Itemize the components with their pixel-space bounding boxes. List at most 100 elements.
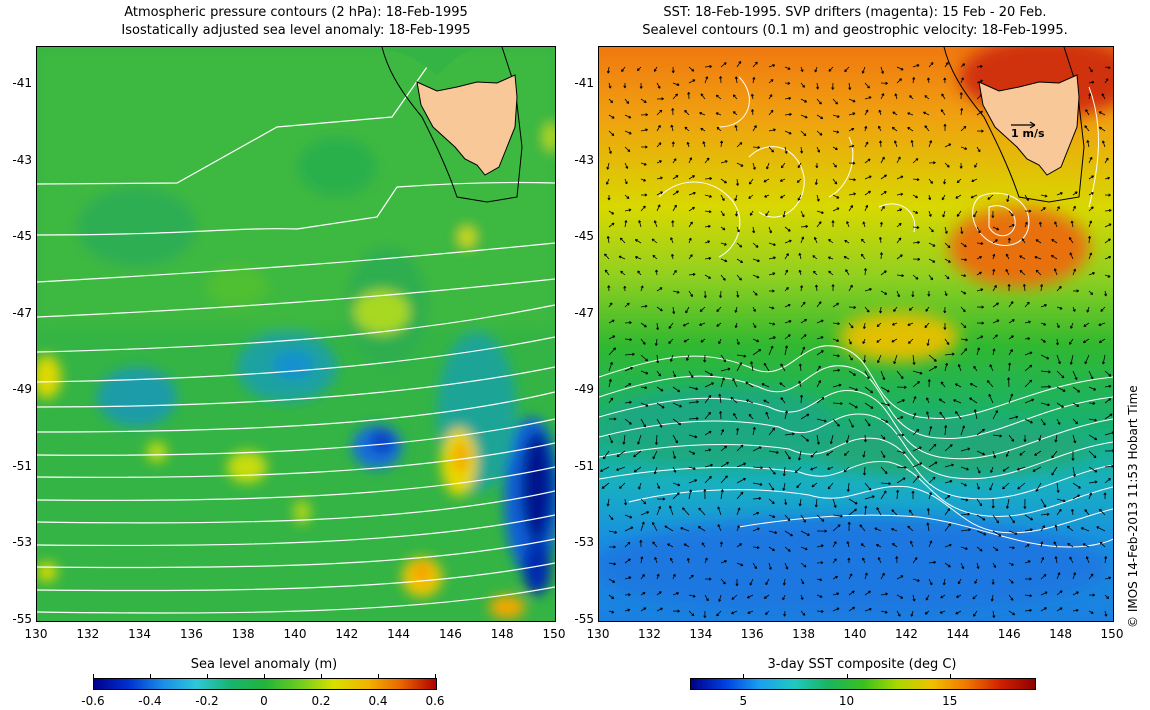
- velocity-arrow: [606, 162, 610, 170]
- velocity-arrow: [880, 610, 888, 614]
- velocity-arrow: [652, 254, 658, 260]
- left-lat-tick: -55: [12, 612, 32, 626]
- velocity-arrow: [784, 450, 791, 460]
- velocity-arrow: [736, 543, 743, 548]
- velocity-arrow: [832, 146, 838, 150]
- velocity-arrow: [736, 478, 746, 484]
- velocity-arrow: [816, 514, 825, 522]
- velocity-arrow: [1053, 268, 1058, 276]
- left-map-title: Atmospheric pressure contours (2 hPa): 1…: [36, 4, 556, 40]
- velocity-arrow: [784, 562, 789, 570]
- velocity-arrow: [1008, 546, 1015, 550]
- velocity-arrow: [1040, 525, 1045, 532]
- velocity-arrow: [1070, 508, 1075, 516]
- velocity-arrow: [912, 557, 918, 564]
- velocity-arrow: [736, 338, 740, 345]
- velocity-arrow: [815, 162, 819, 169]
- left-colorbar-tick: -0.4: [138, 694, 162, 708]
- velocity-arrow: [1088, 610, 1094, 614]
- velocity-arrow: [637, 270, 642, 276]
- left-title-line2: Isostatically adjusted sea level anomaly…: [121, 23, 471, 38]
- velocity-arrow: [736, 354, 747, 358]
- velocity-arrow: [699, 322, 706, 326]
- velocity-arrow: [672, 450, 676, 459]
- velocity-arrow: [832, 607, 840, 612]
- velocity-arrow: [800, 610, 806, 616]
- velocity-arrow: [846, 482, 850, 492]
- velocity-arrow: [939, 411, 946, 420]
- velocity-arrow: [880, 81, 888, 85]
- velocity-arrow: [608, 530, 618, 534]
- velocity-arrow: [827, 466, 834, 470]
- velocity-arrow: [653, 66, 658, 72]
- velocity-arrow: [1072, 494, 1081, 500]
- velocity-arrow: [623, 498, 628, 506]
- shelf-outline-right: [943, 47, 1085, 203]
- velocity-arrow: [1084, 509, 1090, 516]
- velocity-arrow: [896, 370, 904, 379]
- velocity-arrow: [752, 162, 756, 170]
- velocity-arrow: [798, 380, 802, 388]
- velocity-arrow: [909, 540, 914, 548]
- velocity-arrow: [969, 397, 978, 404]
- velocity-arrow: [688, 594, 696, 598]
- velocity-arrow: [735, 579, 739, 587]
- velocity-arrow: [607, 285, 611, 292]
- right-lon-tick: 138: [792, 627, 816, 641]
- velocity-arrow: [719, 410, 723, 420]
- velocity-arrow: [656, 370, 661, 377]
- velocity-arrow: [816, 350, 824, 356]
- velocity-arrow: [973, 409, 978, 420]
- velocity-arrow: [687, 91, 691, 100]
- velocity-arrow: [620, 270, 626, 276]
- velocity-arrow: [863, 434, 867, 443]
- velocity-arrow: [656, 142, 662, 148]
- velocity-arrow: [768, 272, 776, 276]
- velocity-arrow: [1088, 175, 1094, 180]
- velocity-arrow: [779, 382, 786, 388]
- velocity-arrow: [1099, 508, 1106, 516]
- velocity-arrow: [813, 270, 818, 276]
- velocity-arrow: [656, 354, 660, 364]
- velocity-arrow: [683, 338, 690, 343]
- velocity-arrow: [720, 226, 726, 231]
- velocity-arrow: [814, 236, 818, 244]
- velocity-arrow: [1051, 239, 1058, 244]
- velocity-arrow: [880, 490, 887, 500]
- velocity-arrow: [862, 221, 866, 228]
- velocity-arrow: [927, 290, 931, 297]
- velocity-arrow: [607, 195, 611, 201]
- velocity-arrow: [720, 429, 724, 436]
- velocity-arrow: [928, 210, 932, 217]
- right-colorbar-tick-mark: [743, 674, 745, 678]
- velocity-arrow: [640, 285, 644, 292]
- shelf-outline: [381, 47, 523, 203]
- velocity-arrow: [640, 304, 648, 308]
- velocity-arrow: [848, 338, 852, 345]
- velocity-arrow: [880, 434, 886, 440]
- velocity-arrow: [784, 304, 791, 308]
- velocity-arrow: [923, 111, 930, 116]
- velocity-arrow: [848, 144, 855, 148]
- velocity-arrow: [1088, 66, 1093, 73]
- velocity-arrow: [736, 462, 747, 468]
- velocity-arrow: [880, 482, 891, 486]
- velocity-arrow: [880, 466, 888, 475]
- velocity-arrow: [976, 498, 983, 507]
- velocity-arrow: [765, 411, 770, 420]
- right-colorbar-tick-mark: [949, 674, 951, 678]
- velocity-arrow: [1008, 335, 1014, 340]
- velocity-arrow: [960, 146, 968, 150]
- velocity-arrow: [608, 302, 613, 308]
- velocity-arrow: [779, 178, 786, 182]
- velocity-arrow: [1088, 192, 1094, 196]
- velocity-arrow: [1088, 434, 1098, 441]
- velocity-arrow: [784, 345, 788, 356]
- velocity-arrow: [928, 443, 937, 452]
- velocity-arrow: [701, 542, 706, 548]
- velocity-arrow: [1056, 285, 1062, 292]
- velocity-arrow: [907, 112, 914, 116]
- velocity-arrow: [606, 235, 610, 244]
- velocity-arrow: [944, 352, 955, 356]
- velocity-arrow: [992, 284, 997, 292]
